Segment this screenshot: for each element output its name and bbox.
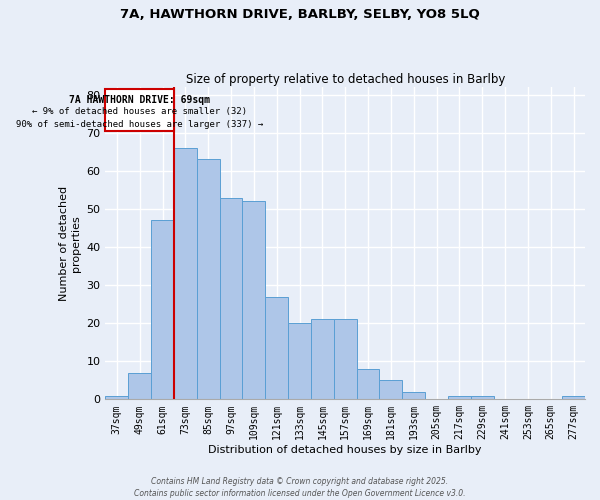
Text: 7A, HAWTHORN DRIVE, BARLBY, SELBY, YO8 5LQ: 7A, HAWTHORN DRIVE, BARLBY, SELBY, YO8 5… [120,8,480,20]
Bar [174,148,197,400]
Bar [471,396,494,400]
Bar [562,396,585,400]
Bar [402,392,425,400]
Bar [448,396,471,400]
Y-axis label: Number of detached
properties: Number of detached properties [59,186,81,301]
Bar [265,296,288,400]
Bar [151,220,174,400]
Bar [288,323,311,400]
Bar [106,89,174,131]
Bar [311,320,334,400]
Bar [379,380,402,400]
Bar [242,202,265,400]
X-axis label: Distribution of detached houses by size in Barlby: Distribution of detached houses by size … [208,445,482,455]
Bar [334,320,356,400]
Bar [356,369,379,400]
Title: Size of property relative to detached houses in Barlby: Size of property relative to detached ho… [185,73,505,86]
Text: ← 9% of detached houses are smaller (32): ← 9% of detached houses are smaller (32) [32,108,247,116]
Text: 7A HAWTHORN DRIVE: 69sqm: 7A HAWTHORN DRIVE: 69sqm [69,95,210,105]
Bar [197,160,220,400]
Bar [220,198,242,400]
Text: 90% of semi-detached houses are larger (337) →: 90% of semi-detached houses are larger (… [16,120,263,128]
Bar [128,372,151,400]
Text: Contains HM Land Registry data © Crown copyright and database right 2025.
Contai: Contains HM Land Registry data © Crown c… [134,476,466,498]
Bar [106,396,128,400]
